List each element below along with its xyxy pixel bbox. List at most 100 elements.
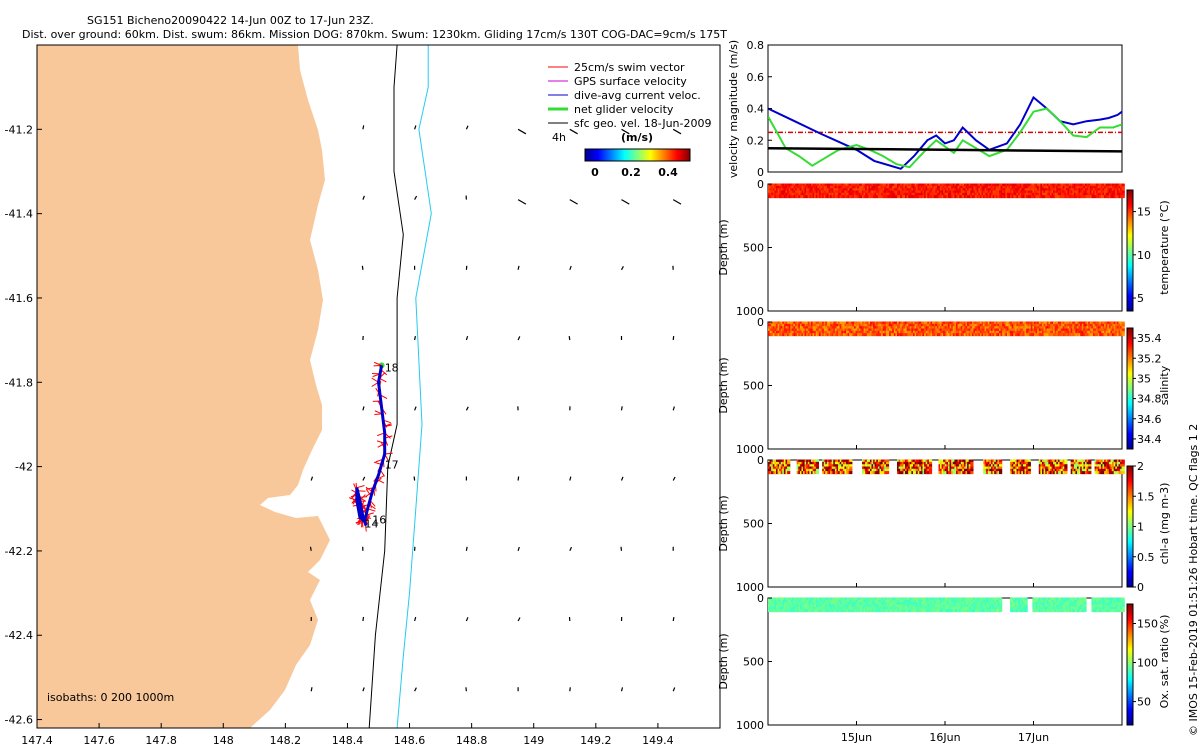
temperature-sample [1088, 190, 1092, 194]
temperature-sample [1018, 188, 1022, 192]
chl-a-sample [928, 464, 933, 468]
temperature-sample [967, 195, 971, 199]
oxygen-sample [949, 609, 953, 613]
geo-velocity-arrow [310, 476, 314, 481]
temperature-sample [1070, 192, 1074, 196]
chl-a-sample [949, 466, 953, 470]
oxygen-sample [932, 597, 936, 601]
oxygen-sample [941, 602, 945, 606]
temperature-sample [787, 183, 791, 187]
colorbar-tick-label: 2 [1137, 460, 1144, 473]
salinity-sample [984, 321, 988, 325]
colorbar-tick-label: 35 [1137, 372, 1151, 385]
salinity-sample [889, 326, 893, 330]
salinity-sample [820, 330, 824, 334]
oxygen-sample [1010, 604, 1014, 608]
oxygen-sample [957, 604, 961, 608]
temperature-sample [769, 188, 773, 192]
temperature-sample [1010, 190, 1014, 194]
legend-entry-swim-vector: 25cm/s swim vector [548, 61, 685, 74]
oxygen-sample [941, 599, 945, 603]
velocity-y-tick-label: 0.8 [747, 39, 765, 52]
temperature-sample [855, 188, 859, 192]
chl-a-sample [1027, 471, 1031, 475]
salinity-sample [1096, 328, 1100, 332]
geo-velocity-arrow [517, 617, 521, 622]
oxygen-sample [941, 606, 945, 610]
chl-a-sample [941, 461, 945, 465]
salinity-sample [941, 333, 945, 337]
geo-velocity-arrow [517, 199, 527, 205]
geo-velocity-arrow [569, 199, 578, 205]
temperature-sample [863, 188, 867, 192]
salinity-sample [795, 326, 799, 330]
legend-label: dive-avg current veloc. [574, 89, 701, 102]
geo-velocity-arrow [362, 687, 365, 692]
salinity-sample [1070, 326, 1074, 330]
temperature-sample [941, 192, 945, 196]
temperature-sample [830, 190, 834, 194]
chl-a-sample [830, 466, 834, 470]
chl-a-sample [838, 466, 842, 470]
salinity-sample [1027, 330, 1031, 334]
chl-a-sample [1080, 464, 1084, 468]
chl-a-sample [1105, 461, 1109, 465]
temperature-sample [838, 188, 842, 192]
salinity-sample [846, 321, 850, 325]
temperature-sample [1045, 192, 1049, 196]
oxygen-sample [999, 597, 1003, 601]
chl-a-sample [957, 461, 961, 465]
temperature-sample [1105, 195, 1109, 199]
salinity-sample [898, 326, 902, 330]
velocity-y-tick-label: 0.4 [747, 103, 765, 116]
oxygen-sample [846, 606, 850, 610]
chl-a-sample [873, 471, 877, 475]
oxygen-sample [924, 602, 928, 606]
salinity-sample [906, 330, 910, 334]
oxygen-sample [1018, 604, 1022, 608]
salinity-sample [916, 321, 920, 325]
legend-entry-net-velocity: net glider velocity [548, 103, 674, 116]
salinity-sample [916, 333, 920, 337]
oxygen-sample [1024, 604, 1028, 608]
salinity-sample [1000, 326, 1004, 330]
depth-y-tick-label: 1000 [736, 581, 764, 594]
oxygen-sample [838, 606, 842, 610]
temperature-sample [812, 183, 816, 187]
chl-a-sample [898, 459, 902, 463]
oxygen-sample [1010, 599, 1014, 603]
chl-a-sample [1062, 464, 1066, 468]
salinity-sample [1054, 328, 1058, 332]
velocity-y-ticks: 00.20.40.60.8 [747, 39, 772, 179]
salinity-sample [769, 326, 773, 330]
salinity-sample [1010, 321, 1014, 325]
chl-a-sample [1096, 471, 1100, 475]
chl-a-sample [957, 471, 961, 475]
temperature-sample [1027, 190, 1031, 194]
salinity-sample [1062, 323, 1066, 327]
temperature-sample [1000, 192, 1004, 196]
chl-a-sample [873, 461, 877, 465]
temperature-sample [787, 195, 791, 199]
temperature-sample [812, 185, 816, 189]
salinity-sample [1018, 330, 1022, 334]
chl-a-sample [999, 461, 1003, 465]
geo-velocity-arrow [517, 336, 521, 341]
temperature-sample [804, 190, 808, 194]
temperature-sample [795, 190, 799, 194]
chl-a-sample [1054, 461, 1058, 465]
temperature-sample [873, 195, 877, 199]
temperature-sample [957, 195, 961, 199]
chl-a-sample [787, 461, 791, 465]
map-x-tick-label: 148.2 [270, 734, 302, 747]
legend-label: GPS surface velocity [574, 75, 687, 88]
temperature-sample [830, 185, 834, 189]
chl-a-sample [1010, 471, 1014, 475]
temperature-sample [957, 188, 961, 192]
chl-a-sample [924, 459, 928, 463]
oxygen-sample [830, 606, 834, 610]
glider-track [355, 365, 387, 527]
temperature-sample [1062, 195, 1066, 199]
salinity-sample [820, 321, 824, 325]
